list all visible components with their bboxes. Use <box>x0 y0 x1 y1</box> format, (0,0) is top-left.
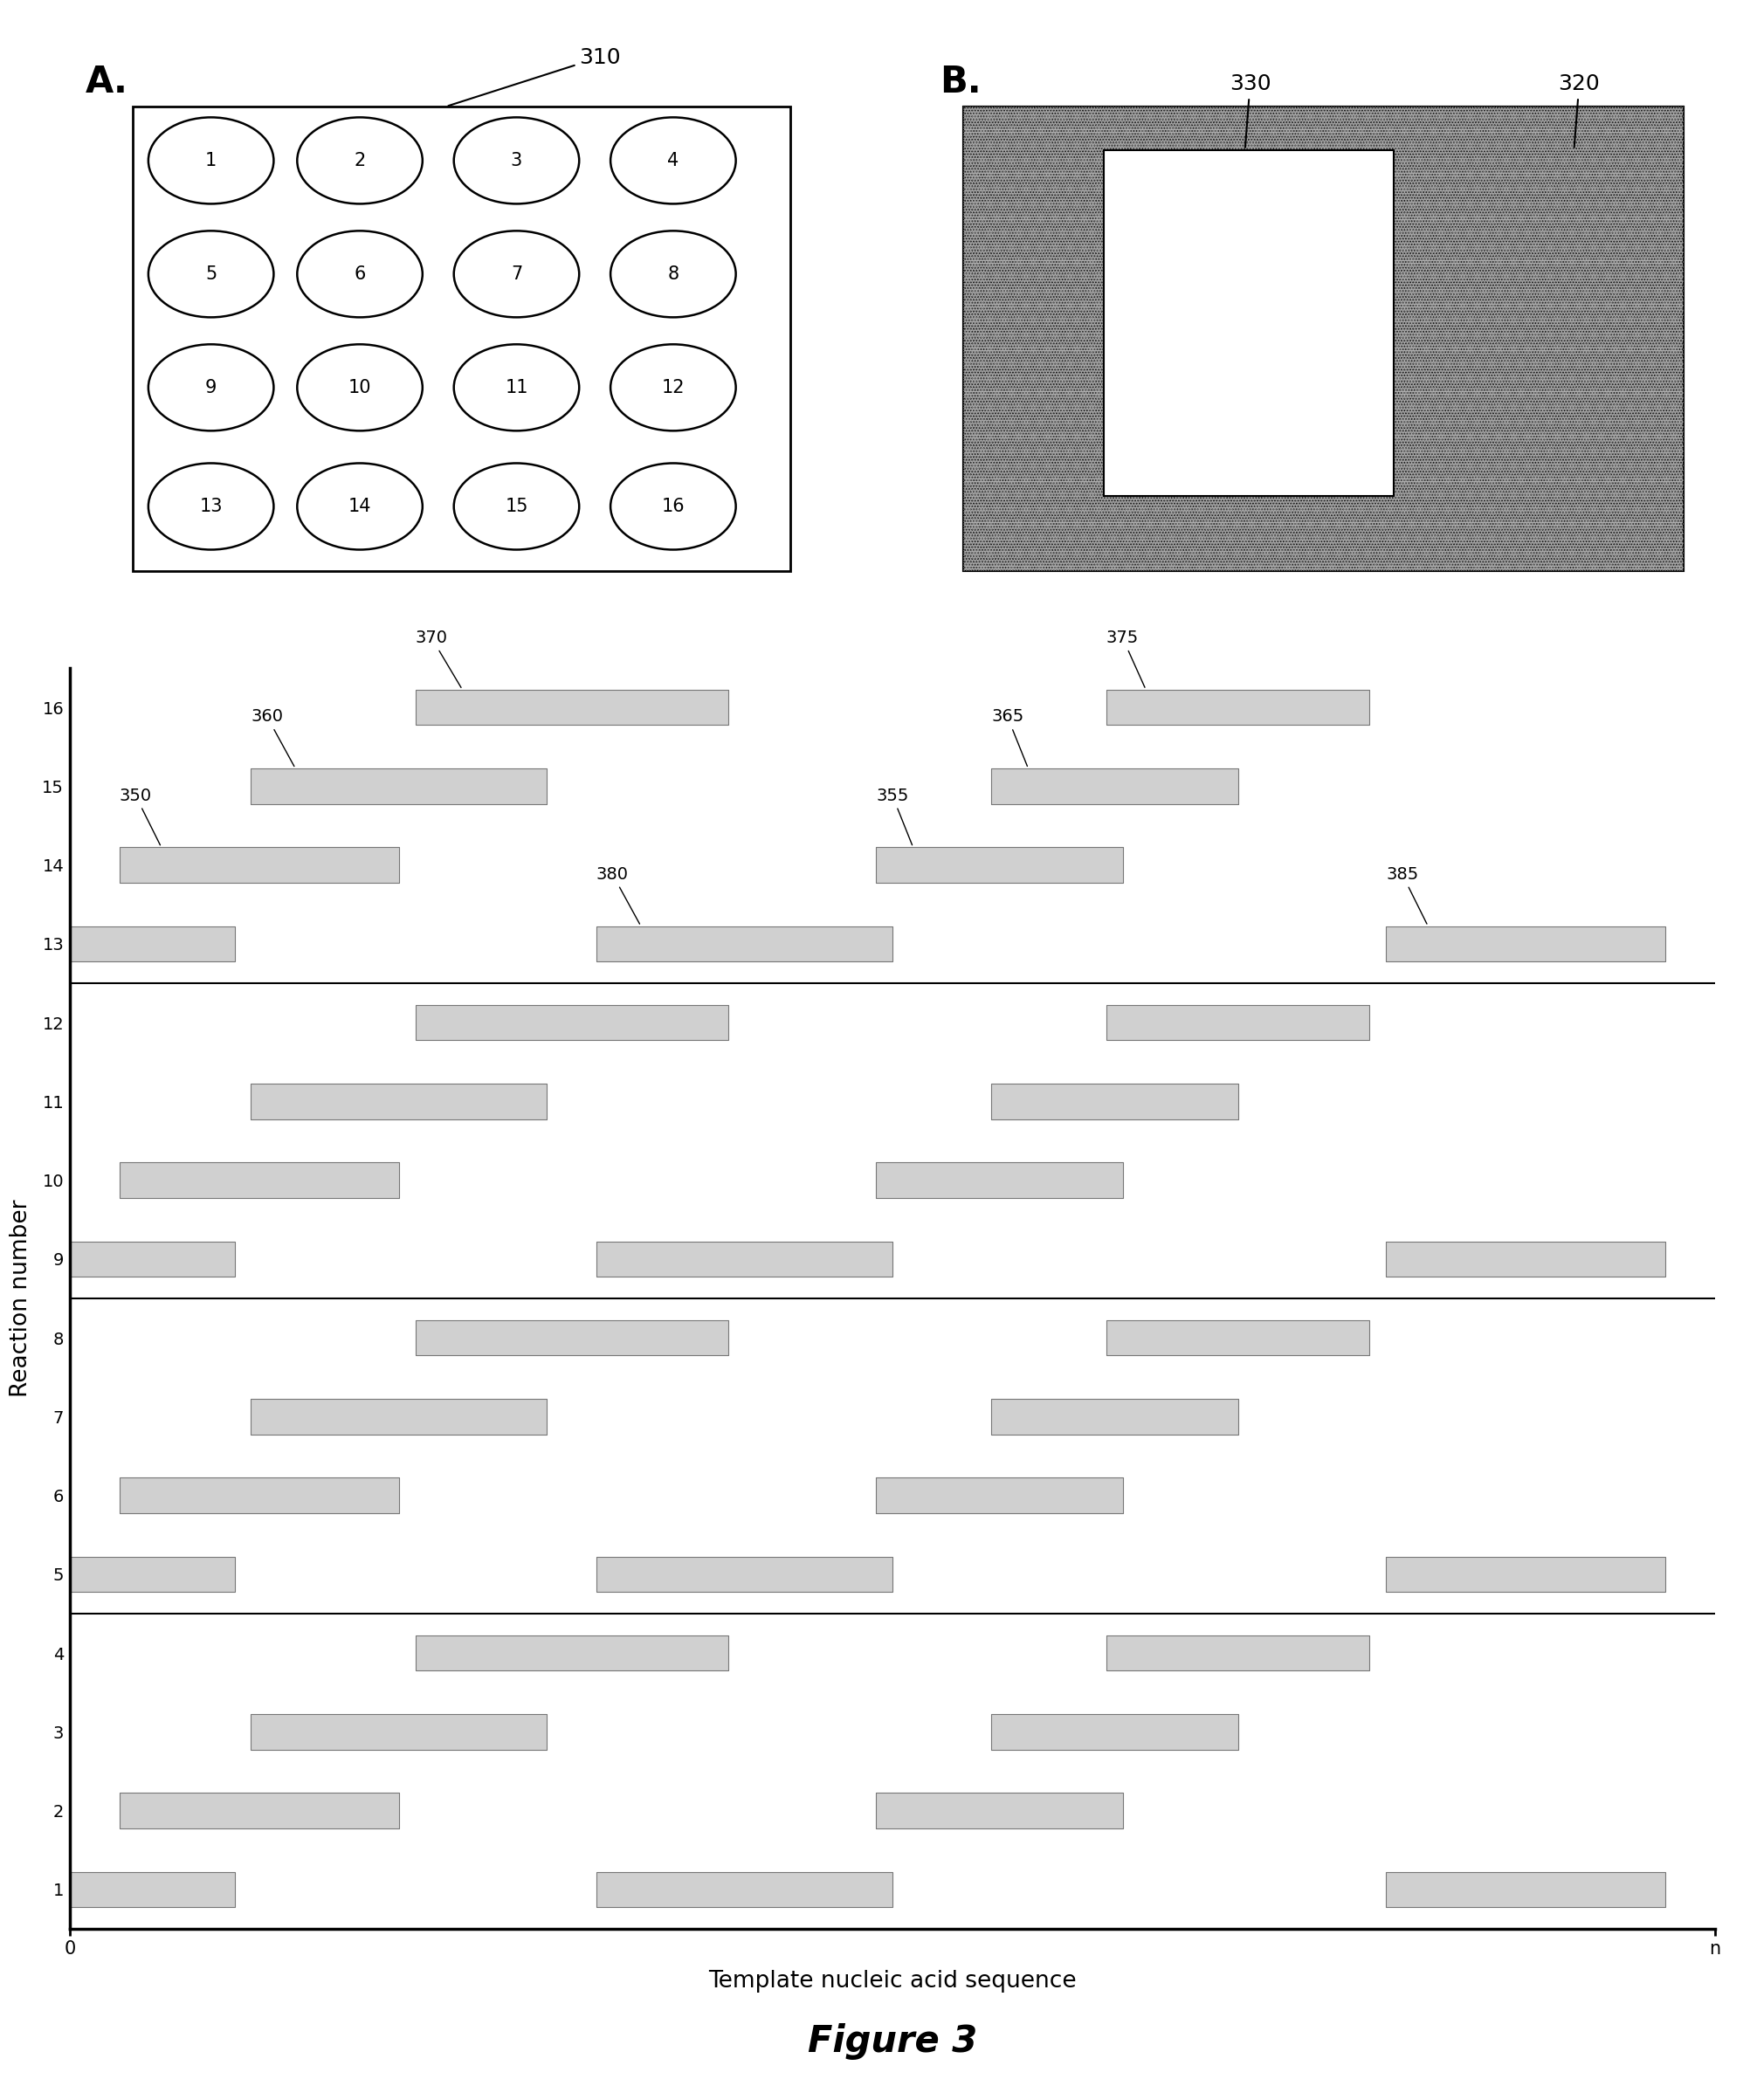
Bar <box>962 107 1684 571</box>
Text: 355: 355 <box>877 788 912 844</box>
Circle shape <box>298 231 422 317</box>
Circle shape <box>149 231 273 317</box>
Circle shape <box>611 231 735 317</box>
Circle shape <box>453 118 579 204</box>
Circle shape <box>149 344 273 430</box>
Text: 375: 375 <box>1106 630 1144 687</box>
Text: 14: 14 <box>348 498 371 514</box>
Text: 9: 9 <box>205 378 217 397</box>
Bar <box>1104 149 1393 496</box>
Circle shape <box>453 231 579 317</box>
Text: 13: 13 <box>200 498 222 514</box>
Text: 370: 370 <box>415 630 460 687</box>
Y-axis label: Reaction number: Reaction number <box>10 1199 33 1397</box>
Text: Figure 3: Figure 3 <box>808 2022 977 2060</box>
Circle shape <box>149 118 273 204</box>
Text: 16: 16 <box>662 498 684 514</box>
Text: B.: B. <box>940 63 982 101</box>
Text: 360: 360 <box>250 708 294 766</box>
Text: 7: 7 <box>511 265 522 284</box>
Circle shape <box>611 464 735 550</box>
Bar <box>962 107 1684 571</box>
Circle shape <box>298 464 422 550</box>
Text: 380: 380 <box>597 865 640 924</box>
Text: 350: 350 <box>119 788 161 844</box>
Text: 2: 2 <box>354 151 366 170</box>
Text: 12: 12 <box>662 378 684 397</box>
Text: 5: 5 <box>205 265 217 284</box>
Text: 365: 365 <box>990 708 1027 766</box>
Text: 330: 330 <box>1228 74 1270 147</box>
X-axis label: Template nucleic acid sequence: Template nucleic acid sequence <box>709 1970 1076 1993</box>
Text: 8: 8 <box>667 265 679 284</box>
Text: A.: A. <box>86 63 128 101</box>
Circle shape <box>453 344 579 430</box>
Text: 310: 310 <box>448 46 621 105</box>
Text: 6: 6 <box>354 265 366 284</box>
Circle shape <box>611 118 735 204</box>
Text: 10: 10 <box>348 378 371 397</box>
Bar <box>133 107 791 571</box>
Circle shape <box>149 464 273 550</box>
Circle shape <box>298 118 422 204</box>
Text: 15: 15 <box>506 498 528 514</box>
Text: 3: 3 <box>511 151 522 170</box>
Circle shape <box>298 344 422 430</box>
Text: 11: 11 <box>506 378 528 397</box>
Circle shape <box>453 464 579 550</box>
Text: 4: 4 <box>667 151 679 170</box>
Text: 1: 1 <box>205 151 217 170</box>
Bar <box>962 107 1684 571</box>
Text: 385: 385 <box>1386 865 1426 924</box>
Text: 320: 320 <box>1558 74 1600 147</box>
Circle shape <box>611 344 735 430</box>
